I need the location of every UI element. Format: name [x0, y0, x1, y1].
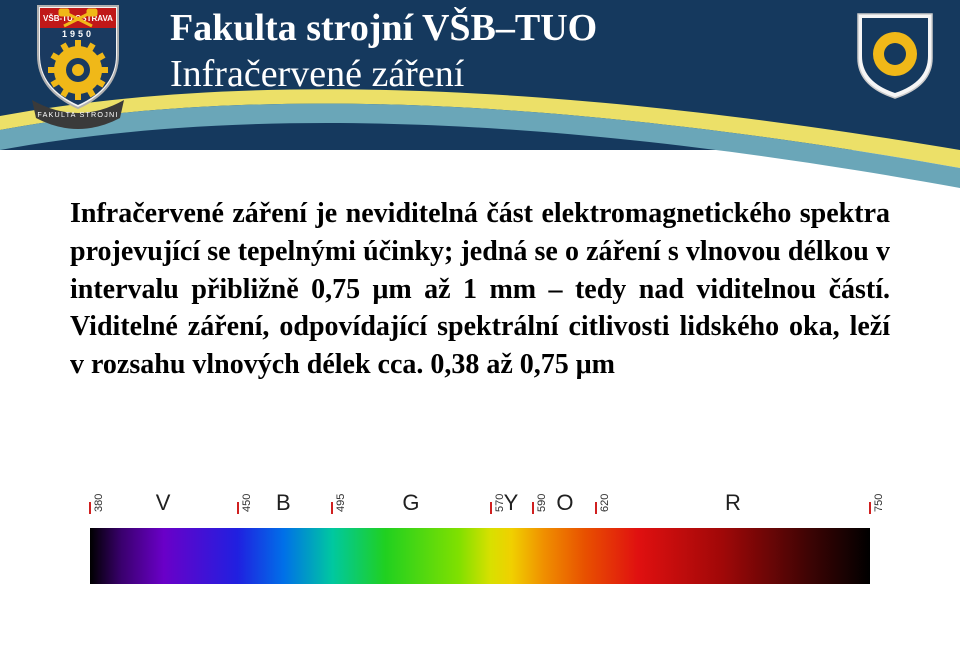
- spectrum-tick-label: 590: [536, 494, 548, 512]
- spectrum-tick: [89, 502, 91, 514]
- spectrum-band-label: B: [276, 490, 291, 516]
- body-paragraph: Infračervené záření je neviditelná část …: [70, 195, 890, 384]
- spectrum-tick-label: 620: [599, 494, 611, 512]
- faculty-shield-logo: VŠB-TU OSTRAVA 1950 FAKULTA STROJNI: [28, 0, 128, 135]
- spectrum-tick-label: 750: [873, 494, 885, 512]
- visible-spectrum-figure: 380450495570590620750VBGYOR: [90, 484, 870, 604]
- spectrum-tick: [331, 502, 333, 514]
- spectrum-gradient-bar: [90, 528, 870, 584]
- slide-title-line2: Infračervené záření: [170, 52, 464, 96]
- spectrum-tick-label: 495: [335, 494, 347, 512]
- logo-banner-text: FAKULTA STROJNI: [37, 110, 118, 119]
- spectrum-tick: [869, 502, 871, 514]
- spectrum-band-label: O: [556, 490, 573, 516]
- slide-title-line1: Fakulta strojní VŠB–TUO: [170, 6, 597, 50]
- spectrum-tick: [490, 502, 492, 514]
- spectrum-band-label: Y: [504, 490, 519, 516]
- spectrum-tick-label: 450: [241, 494, 253, 512]
- spectrum-tick-label: 380: [93, 494, 105, 512]
- spectrum-band-label: G: [402, 490, 419, 516]
- spectrum-tick: [595, 502, 597, 514]
- spectrum-tick: [532, 502, 534, 514]
- spectrum-band-label: V: [156, 490, 171, 516]
- logo-year: 1950: [62, 29, 94, 39]
- header-right-emblem: [850, 10, 940, 100]
- spectrum-band-label: R: [725, 490, 741, 516]
- spectrum-tick: [237, 502, 239, 514]
